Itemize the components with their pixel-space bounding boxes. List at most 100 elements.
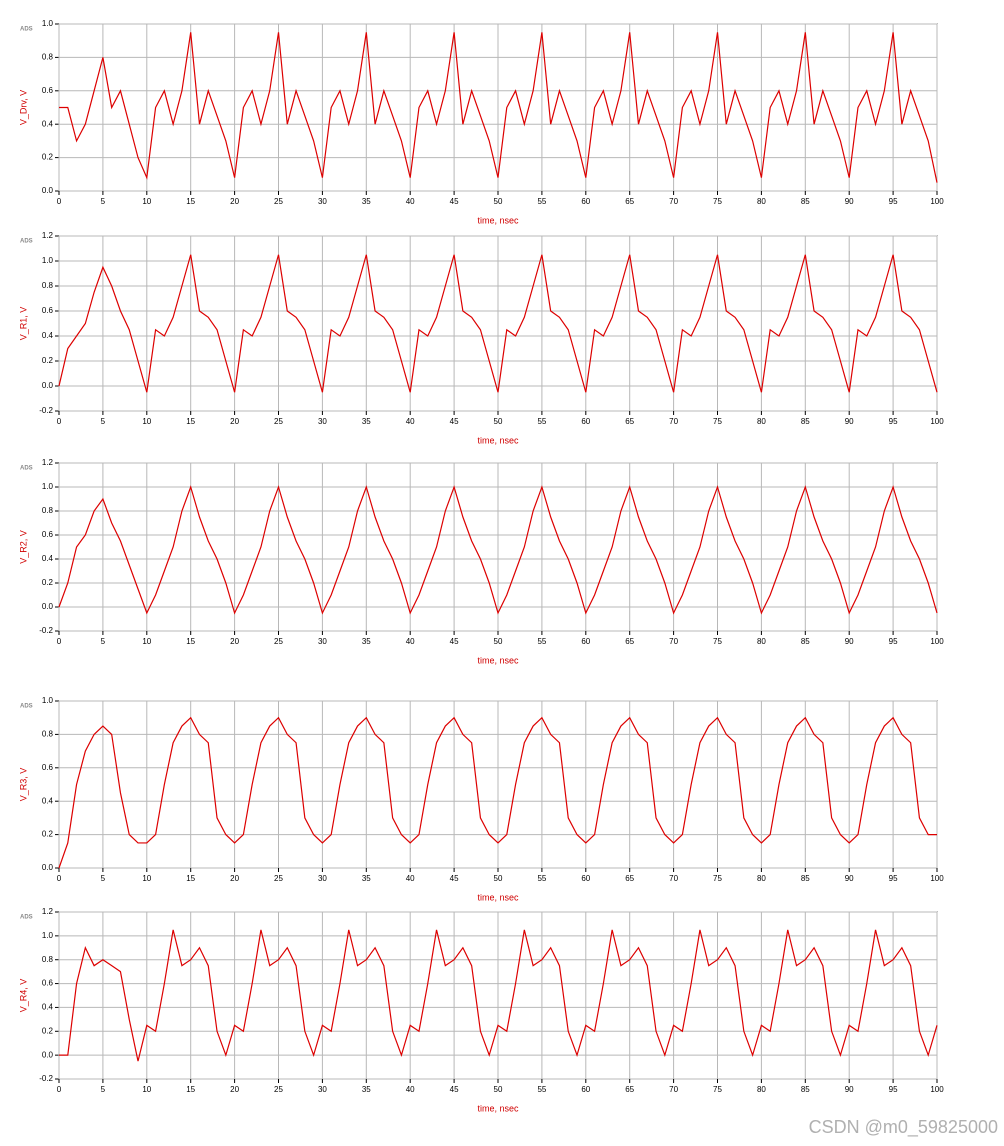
y-tick-label: 0.2 [42,578,54,587]
x-tick-label: 20 [230,197,239,206]
x-tick-label: 40 [406,874,415,883]
x-tick-label: 30 [318,197,327,206]
x-tick-label: 35 [362,874,371,883]
x-tick-label: 20 [230,637,239,646]
x-tick-label: 100 [930,197,944,206]
x-axis-label: time, nsec [477,892,519,902]
x-tick-label: 20 [230,1085,239,1094]
x-tick-label: 55 [537,637,546,646]
x-tick-label: 15 [186,874,195,883]
x-tick-label: 55 [537,417,546,426]
y-tick-label: 0.2 [42,153,54,162]
x-tick-label: 95 [889,1085,898,1094]
x-tick-label: 35 [362,197,371,206]
y-axis-label: V_R4, V [18,979,28,1013]
y-tick-label: 0.2 [42,356,54,365]
x-tick-label: 75 [713,874,722,883]
y-tick-label: 0.4 [42,119,54,128]
x-tick-label: 5 [101,637,106,646]
x-axis-label: time, nsec [477,435,519,445]
y-tick-label: 1.0 [42,482,54,491]
x-tick-label: 10 [142,197,151,206]
logo: ADS [20,27,33,33]
x-tick-label: 75 [713,1085,722,1094]
x-tick-label: 5 [101,417,106,426]
y-tick-label: 0.8 [42,53,54,62]
x-tick-label: 75 [713,197,722,206]
y-axis-label: V_Drv, V [18,90,28,125]
y-tick-label: 1.0 [42,19,54,28]
signal-line [58,716,937,869]
x-tick-label: 60 [581,1085,590,1094]
x-tick-label: 25 [274,637,283,646]
x-tick-label: 95 [889,874,898,883]
x-tick-label: 90 [845,1085,854,1094]
x-tick-label: 10 [142,417,151,426]
x-tick-label: 45 [450,197,459,206]
y-tick-label: -0.2 [39,1074,53,1083]
x-tick-label: 70 [669,637,678,646]
x-tick-label: 30 [318,1085,327,1094]
x-tick-label: 50 [494,637,503,646]
y-tick-label: 0.8 [42,281,54,290]
x-tick-label: 45 [450,417,459,426]
x-tick-label: 5 [101,1085,106,1094]
x-tick-label: 100 [930,874,944,883]
x-tick-label: 60 [581,417,590,426]
x-tick-label: 35 [362,637,371,646]
x-tick-label: 65 [625,197,634,206]
x-tick-label: 80 [757,417,766,426]
y-tick-label: 0.0 [42,381,54,390]
x-tick-label: 90 [845,417,854,426]
x-tick-label: 100 [930,637,944,646]
y-tick-label: 0.2 [42,1026,54,1035]
x-tick-label: 45 [450,637,459,646]
x-tick-label: 60 [581,637,590,646]
x-axis-label: time, nsec [477,1103,519,1113]
x-tick-label: 25 [274,197,283,206]
signal-line [59,929,938,1062]
x-tick-label: 40 [406,417,415,426]
y-tick-label: 1.0 [42,256,54,265]
y-tick-label: 0.2 [42,830,54,839]
x-tick-label: 45 [450,874,459,883]
x-tick-label: 15 [186,197,195,206]
x-tick-label: 5 [101,874,106,883]
x-tick-label: 85 [801,874,810,883]
x-tick-label: 15 [186,417,195,426]
x-tick-label: 85 [801,417,810,426]
x-tick-label: 15 [186,637,195,646]
x-tick-label: 50 [494,874,503,883]
x-tick-label: 85 [801,197,810,206]
y-tick-label: 0.8 [42,955,54,964]
y-axis-label: V_R3, V [18,768,28,802]
x-tick-label: 55 [537,1085,546,1094]
x-tick-label: 0 [57,197,62,206]
x-tick-label: 85 [801,637,810,646]
x-tick-label: 0 [57,417,62,426]
x-tick-label: 90 [845,197,854,206]
y-tick-label: 1.2 [42,231,54,240]
x-tick-label: 80 [757,874,766,883]
x-tick-label: 20 [230,417,239,426]
signal-line [58,254,938,393]
x-tick-label: 95 [889,197,898,206]
x-tick-label: 100 [930,1085,944,1094]
x-tick-label: 70 [669,417,678,426]
x-tick-label: 80 [757,637,766,646]
x-tick-label: 80 [757,197,766,206]
x-tick-label: 25 [274,417,283,426]
x-tick-label: 0 [57,637,62,646]
x-tick-label: 10 [142,874,151,883]
x-tick-label: 90 [845,637,854,646]
x-tick-label: 70 [669,1085,678,1094]
y-tick-label: 0.4 [42,554,54,563]
x-tick-label: 55 [537,874,546,883]
x-tick-label: 45 [450,1085,459,1094]
x-tick-label: 30 [318,417,327,426]
x-tick-label: 95 [889,417,898,426]
x-tick-label: 35 [362,1085,371,1094]
y-tick-label: 0.8 [42,506,54,515]
x-tick-label: 75 [713,417,722,426]
